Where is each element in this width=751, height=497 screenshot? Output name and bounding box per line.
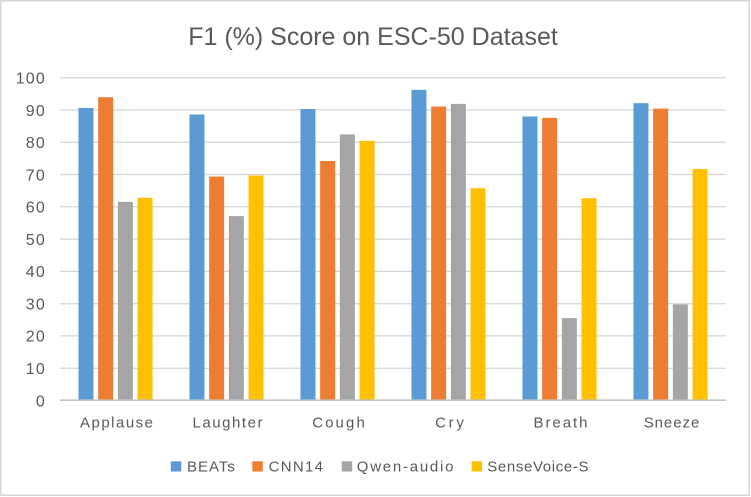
svg-text:Breath: Breath xyxy=(534,414,590,431)
svg-text:F1 (%) Score on ESC-50 Dataset: F1 (%) Score on ESC-50 Dataset xyxy=(188,23,558,51)
svg-text:Cry: Cry xyxy=(435,414,466,431)
svg-text:60: 60 xyxy=(26,200,46,217)
svg-text:100: 100 xyxy=(16,71,46,88)
svg-text:20: 20 xyxy=(26,329,46,346)
svg-text:CNN14: CNN14 xyxy=(269,458,325,475)
svg-text:SenseVoice-S: SenseVoice-S xyxy=(487,458,589,475)
svg-text:Laughter: Laughter xyxy=(192,414,264,431)
svg-text:30: 30 xyxy=(26,297,46,314)
svg-text:Sneeze: Sneeze xyxy=(644,414,701,431)
svg-text:50: 50 xyxy=(26,232,46,249)
svg-text:BEATs: BEATs xyxy=(187,458,236,475)
svg-text:70: 70 xyxy=(26,167,46,184)
svg-text:80: 80 xyxy=(26,135,46,152)
svg-text:Qwen-audio: Qwen-audio xyxy=(357,458,455,475)
svg-text:0: 0 xyxy=(36,394,46,411)
svg-text:10: 10 xyxy=(26,361,46,378)
svg-text:Applause: Applause xyxy=(80,414,155,431)
svg-text:40: 40 xyxy=(26,264,46,281)
svg-text:Cough: Cough xyxy=(312,414,367,431)
svg-text:90: 90 xyxy=(26,103,46,120)
